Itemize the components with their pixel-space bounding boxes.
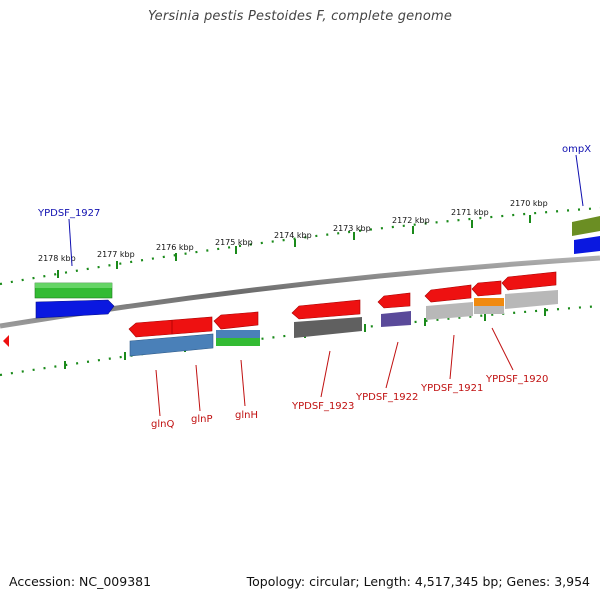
ruler-label: 2171 kbp	[451, 208, 489, 217]
gene-arrow-glnH[interactable]	[213, 311, 259, 330]
gene-arrow-ypdsf1923[interactable]	[291, 299, 361, 320]
gene-label-ypdsf1922[interactable]: YPDSF_1922	[355, 392, 418, 403]
cds-feature-blue-ompx[interactable]	[574, 236, 600, 254]
cds-feature-darkgray[interactable]	[294, 317, 362, 338]
accession-text: Accession: NC_009381	[9, 574, 152, 589]
cds-feature-lightgray-1920[interactable]	[505, 290, 558, 309]
ruler-label: 2174 kbp	[274, 231, 312, 240]
label-leader-ompx	[575, 154, 584, 207]
cds-feature-lightgray-small[interactable]	[474, 306, 504, 314]
label-leader-ypdsf1927	[68, 218, 73, 267]
gene-arrow-ypdsf1922[interactable]	[377, 292, 411, 309]
gene-arrow-glnQ[interactable]	[128, 316, 213, 338]
ruler-ticks	[57, 215, 531, 278]
gene-label-ypdsf1920[interactable]: YPDSF_1920	[485, 374, 548, 385]
gene-label-glnp[interactable]: glnP	[191, 414, 213, 425]
ruler-label: 2175 kbp	[215, 238, 253, 247]
gene-arrow-ypdsf1920-small[interactable]	[471, 280, 502, 297]
ruler-label: 2176 kbp	[156, 243, 194, 252]
label-leader-glnq	[155, 369, 161, 417]
ruler-label: 2178 kbp	[38, 254, 76, 263]
label-leader-glnh	[240, 359, 246, 407]
label-leader-ypdsf1922	[385, 341, 399, 389]
ruler-labels: 2178 kbp 2177 kbp 2176 kbp 2175 kbp 2174…	[38, 199, 548, 263]
bottom-leaders	[155, 327, 514, 417]
cds-feature-lightgray[interactable]	[426, 302, 473, 320]
gene-label-glnh[interactable]: glnH	[235, 410, 258, 421]
ruler-label: 2173 kbp	[333, 224, 371, 233]
label-leader-ypdsf1921	[449, 334, 455, 380]
gene-label-ypdsf1921[interactable]: YPDSF_1921	[420, 383, 483, 394]
cds-feature-purple[interactable]	[381, 311, 411, 327]
topology-text: Topology: circular; Length: 4,517,345 bp…	[246, 574, 590, 589]
cds-feature-steelblue-glnH[interactable]	[216, 330, 260, 338]
gene-label-ypdsf1927[interactable]: YPDSF_1927	[37, 208, 100, 219]
gene-label-ompx[interactable]: ompX	[562, 144, 591, 155]
label-leader-ypdsf1923	[320, 350, 331, 398]
ruler-label: 2172 kbp	[392, 216, 430, 225]
gene-feature-olive[interactable]	[572, 216, 600, 236]
gene-feature-highlight	[35, 283, 112, 288]
cds-feature-green-glnH[interactable]	[216, 338, 260, 346]
gene-label-glnq[interactable]: glnQ	[151, 419, 174, 430]
cds-feature-orange[interactable]	[474, 298, 504, 306]
label-leader-ypdsf1920	[491, 327, 514, 371]
gene-arrow-ypdsf1920[interactable]	[501, 271, 557, 291]
map-title: Yersinia pestis Pestoides F, complete ge…	[147, 9, 453, 24]
gene-label-ypdsf1923[interactable]: YPDSF_1923	[291, 401, 354, 412]
cds-feature-steelblue[interactable]	[129, 333, 214, 357]
cds-feature-blue[interactable]	[35, 299, 115, 319]
label-leader-glnp	[195, 364, 201, 412]
ruler-track	[0, 206, 600, 286]
ruler-label: 2177 kbp	[97, 250, 135, 259]
gene-arrow-ypdsf1921[interactable]	[424, 284, 472, 303]
direction-marker	[3, 335, 9, 347]
ruler-label: 2170 kbp	[510, 199, 548, 208]
